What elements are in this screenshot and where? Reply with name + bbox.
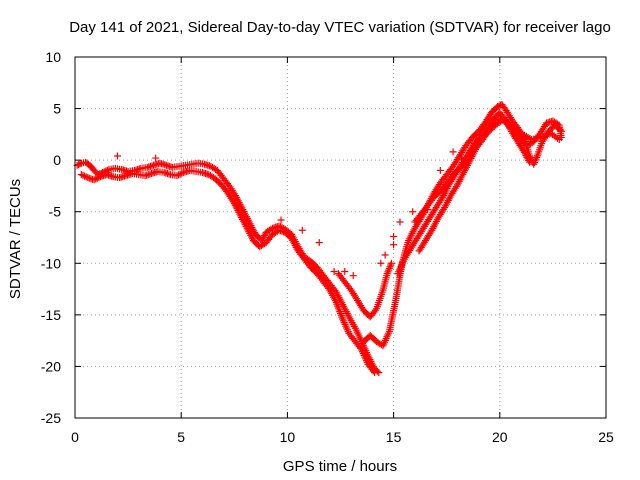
data-point-marker [390, 232, 398, 240]
data-point-marker [298, 226, 306, 234]
data-point-marker [523, 153, 531, 161]
y-tick-label: -10 [41, 255, 61, 271]
y-tick-label: -20 [41, 358, 61, 374]
y-tick-label: 10 [45, 49, 61, 65]
chart-title: Day 141 of 2021, Sidereal Day-to-day VTE… [69, 19, 611, 36]
data-point-marker [76, 160, 84, 168]
data-point-marker [385, 266, 393, 274]
data-point-marker [377, 259, 385, 267]
data-point-marker [267, 225, 275, 233]
data-point-marker [532, 155, 540, 163]
data-point-marker [449, 148, 457, 156]
x-tick-label: 25 [598, 429, 614, 445]
data-point-marker [386, 263, 394, 271]
data-point-marker [525, 157, 533, 165]
data-point-marker [277, 216, 285, 224]
data-point-marker [385, 264, 393, 272]
data-point-marker [530, 160, 538, 168]
data-point-marker [178, 169, 186, 177]
data-point-marker [92, 175, 100, 183]
data-point-marker [152, 154, 160, 162]
data-point-marker [384, 268, 392, 276]
x-tick-label: 5 [177, 429, 185, 445]
x-tick-label: 0 [71, 429, 79, 445]
data-point-marker [533, 153, 541, 161]
y-axis-label: SDTVAR / TECUs [7, 179, 24, 299]
x-axis-label: GPS time / hours [283, 458, 397, 475]
data-point-marker [396, 218, 404, 226]
data-point-marker [176, 170, 184, 178]
data-point-marker [526, 158, 534, 166]
data-point-marker [82, 173, 90, 181]
data-point-marker [531, 157, 539, 165]
data-point-marker [522, 152, 530, 160]
y-tick-label: -25 [41, 410, 61, 426]
x-tick-label: 20 [492, 429, 508, 445]
data-point-marker [464, 155, 472, 163]
data-markers [73, 100, 565, 377]
y-tick-labels: -25 -20 -15 -10 -5 0 5 10 [41, 49, 61, 426]
data-point-marker [458, 154, 466, 162]
data-point-marker [349, 272, 357, 280]
data-point-marker [381, 251, 389, 259]
data-point-marker [260, 233, 268, 241]
data-point-marker [315, 239, 323, 247]
x-tick-label: 10 [280, 429, 296, 445]
data-point-marker [175, 171, 183, 179]
data-point-marker [464, 153, 472, 161]
data-point-marker [79, 171, 87, 179]
y-tick-label: 0 [53, 152, 61, 168]
data-point-marker [521, 150, 529, 158]
data-point-marker [341, 268, 349, 276]
data-point-marker [383, 270, 391, 278]
data-point-marker [77, 171, 85, 179]
data-point-marker [260, 232, 268, 240]
data-point-marker [409, 208, 417, 216]
data-point-marker [81, 172, 89, 180]
data-point-marker [554, 134, 562, 142]
data-point-marker [424, 206, 432, 214]
data-point-marker [387, 259, 395, 267]
data-point-marker [330, 268, 338, 276]
data-point-marker [387, 261, 395, 269]
data-point-marker [370, 369, 378, 377]
plot-frame [74, 56, 607, 419]
data-point-marker [533, 152, 541, 160]
data-point-marker [113, 152, 121, 160]
data-point-marker [542, 132, 550, 140]
data-point-marker [462, 158, 470, 166]
x-tick-label: 15 [386, 429, 402, 445]
data-point-marker [95, 173, 103, 181]
y-tick-label: -15 [41, 307, 61, 323]
y-tick-label: 5 [53, 101, 61, 117]
data-point-marker [369, 367, 377, 375]
data-point-marker [390, 241, 398, 249]
data-point-marker [463, 157, 471, 165]
y-tick-label: -5 [49, 204, 62, 220]
data-point-marker [436, 166, 444, 174]
data-point-marker [540, 133, 548, 141]
data-point-marker [555, 136, 563, 144]
data-point-marker [524, 155, 532, 163]
data-point-marker [538, 133, 546, 141]
data-point-marker [371, 306, 379, 314]
data-point-marker [93, 174, 101, 182]
x-tick-labels: 0 5 10 15 20 25 [71, 429, 614, 445]
data-point-marker [173, 172, 181, 180]
data-point-marker [90, 176, 98, 184]
